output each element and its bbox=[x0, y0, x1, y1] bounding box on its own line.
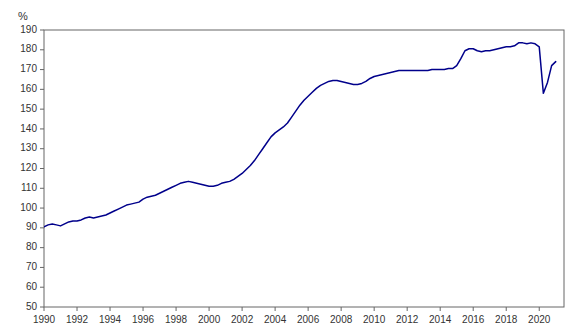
y-tick-label: 80 bbox=[26, 241, 38, 252]
x-tick-label: 2004 bbox=[264, 314, 287, 325]
x-tick bbox=[143, 307, 144, 311]
y-tick bbox=[40, 208, 44, 209]
x-tick bbox=[77, 307, 78, 311]
y-tick-label: 180 bbox=[20, 43, 37, 54]
x-tick-label: 2016 bbox=[462, 314, 485, 325]
x-tick-label: 1998 bbox=[165, 314, 188, 325]
x-tick bbox=[440, 307, 441, 311]
x-tick bbox=[242, 307, 243, 311]
x-tick bbox=[473, 307, 474, 311]
y-tick bbox=[40, 267, 44, 268]
x-tick-label: 1992 bbox=[66, 314, 89, 325]
x-tick bbox=[275, 307, 276, 311]
y-tick-label: 50 bbox=[26, 301, 38, 312]
x-tick bbox=[110, 307, 111, 311]
y-tick bbox=[40, 30, 44, 31]
y-tick-label: 60 bbox=[26, 281, 38, 292]
y-tick bbox=[40, 287, 44, 288]
y-tick-label: 160 bbox=[20, 83, 37, 94]
y-tick bbox=[40, 307, 44, 308]
x-axis: 1990 1992 1994 1996 1998 2000 2002 2004 2006 2008… bbox=[33, 307, 551, 325]
y-tick-label: 100 bbox=[20, 202, 37, 213]
x-tick-label: 2020 bbox=[528, 314, 551, 325]
x-tick-label: 2000 bbox=[198, 314, 221, 325]
chart-container: 50 60 70 80 90 100 110 120 130 140 150 160 170 180 190… bbox=[0, 0, 580, 335]
x-tick bbox=[374, 307, 375, 311]
y-tick-label: 190 bbox=[20, 24, 37, 35]
x-tick-label: 2018 bbox=[495, 314, 518, 325]
y-tick bbox=[40, 188, 44, 189]
x-tick-label: 2010 bbox=[363, 314, 386, 325]
x-tick bbox=[209, 307, 210, 311]
x-tick-label: 1990 bbox=[33, 314, 56, 325]
x-tick bbox=[44, 307, 45, 311]
y-tick-label: 90 bbox=[26, 221, 38, 232]
plot-frame bbox=[44, 30, 564, 307]
y-tick-label: 140 bbox=[20, 123, 37, 134]
x-tick-label: 2008 bbox=[330, 314, 353, 325]
y-tick bbox=[40, 227, 44, 228]
y-tick bbox=[40, 109, 44, 110]
x-tick-label: 2002 bbox=[231, 314, 254, 325]
y-tick bbox=[40, 148, 44, 149]
plot-area bbox=[44, 43, 556, 227]
y-tick bbox=[40, 49, 44, 50]
x-tick bbox=[539, 307, 540, 311]
x-tick-label: 2014 bbox=[429, 314, 452, 325]
y-tick-label: 120 bbox=[20, 162, 37, 173]
x-tick-label: 1994 bbox=[99, 314, 122, 325]
x-tick bbox=[176, 307, 177, 311]
y-tick-label: 70 bbox=[26, 261, 38, 272]
y-tick bbox=[40, 89, 44, 90]
x-tick bbox=[341, 307, 342, 311]
x-tick-label: 2006 bbox=[297, 314, 320, 325]
x-tick bbox=[407, 307, 408, 311]
y-tick-label: 130 bbox=[20, 142, 37, 153]
y-tick-label: 110 bbox=[21, 182, 37, 193]
y-axis-label: % bbox=[18, 10, 28, 22]
y-tick bbox=[40, 168, 44, 169]
y-tick-label: 150 bbox=[20, 103, 37, 114]
chart: 50 60 70 80 90 100 110 120 130 140 150 160 170 180 190… bbox=[0, 0, 580, 335]
y-tick-label: 170 bbox=[20, 63, 37, 74]
y-tick bbox=[40, 128, 44, 129]
data-line bbox=[44, 43, 556, 227]
y-axis: 50 60 70 80 90 100 110 120 130 140 150 160 170 180 190 bbox=[20, 24, 44, 312]
x-tick-label: 2012 bbox=[396, 314, 419, 325]
y-tick bbox=[40, 69, 44, 70]
x-tick-label: 1996 bbox=[132, 314, 155, 325]
x-tick bbox=[506, 307, 507, 311]
y-tick bbox=[40, 247, 44, 248]
x-tick bbox=[308, 307, 309, 311]
